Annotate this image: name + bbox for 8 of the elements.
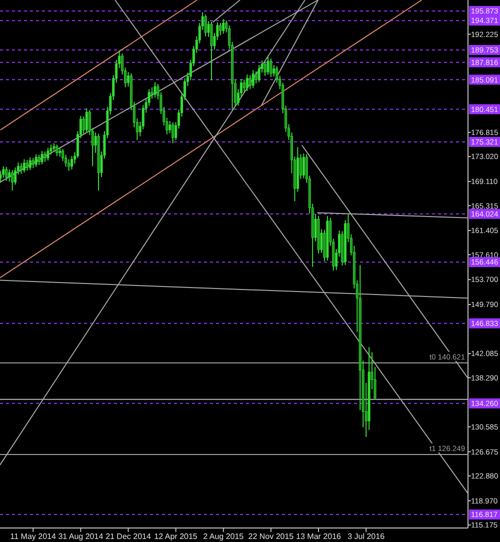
x-tick-label: 13 Mar 2016 [296,532,342,541]
x-tick-label: 12 Apr 2015 [154,532,198,541]
x-tick-label: 11 May 2014 [10,532,56,541]
x-tick-label: 22 Nov 2015 [248,532,294,541]
x-tick-label: 31 Aug 2014 [58,532,104,541]
x-tick-label: 3 Jul 2016 [348,532,386,541]
x-tick-label: 21 Dec 2014 [106,532,152,541]
x-tick-label: 2 Aug 2015 [203,532,244,541]
